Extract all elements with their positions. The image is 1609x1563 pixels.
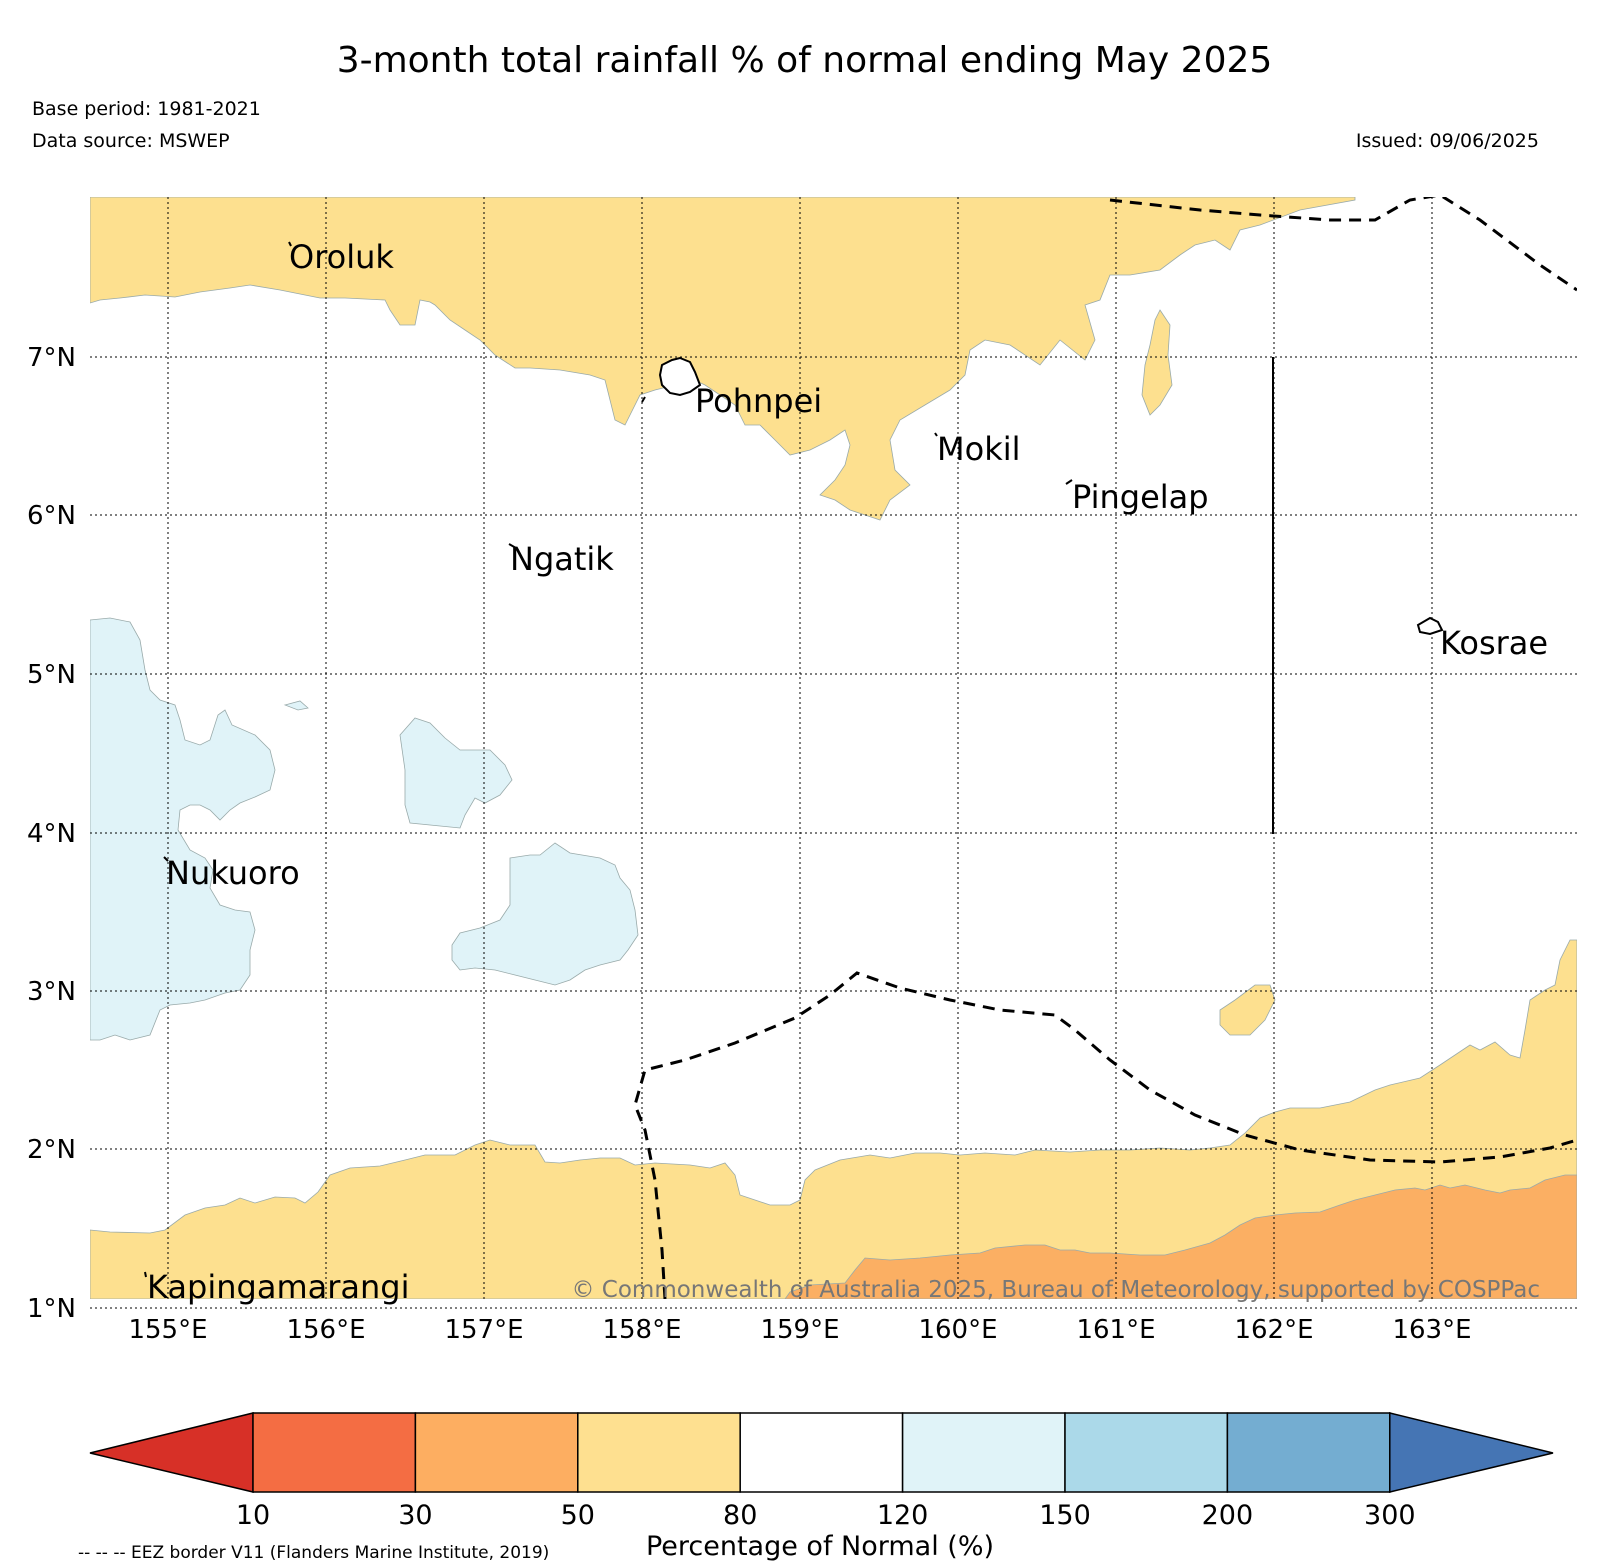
shade-south-30-50 [784,1174,1577,1299]
lat-tick-label: 1°N [27,1294,76,1324]
shade-patch-east [1141,309,1173,416]
colorbar-label: 150 [1039,1500,1091,1531]
shade-west-120-150 [90,617,276,1041]
lat-tick-label: 5°N [27,660,76,690]
lon-tick-label: 159°E [760,1315,839,1345]
shade-north-50-80 [90,197,1356,521]
copyright-text: © Commonwealth of Australia 2025, Bureau… [571,1277,1540,1303]
colorbar-segment [577,1412,741,1493]
place-label-pingelap: Pingelap [1072,478,1209,516]
lat-tick-label: 3°N [27,977,76,1007]
colorbar-label: 80 [723,1500,757,1531]
colorbar-segment [1226,1412,1391,1493]
lat-tick-label: 2°N [27,1135,76,1165]
colorbar-segment [1064,1412,1229,1493]
mokil-atoll [934,432,938,437]
colorbar-extend-low [89,1412,254,1493]
place-label-kapingamarangi: Kapingamarangi [147,1268,409,1306]
lat-tick-label: 4°N [27,819,76,849]
lon-tick-label: 155°E [128,1315,207,1345]
lon-tick-label: 160°E [918,1315,997,1345]
shade-tiny-blue [283,700,309,711]
base-period-text: Base period: 1981-2021 [32,98,261,120]
kosrae-island [1416,616,1444,636]
place-label-mokil: Mokil [937,430,1021,468]
shade-mid-west-120-150 [399,717,513,829]
eez-borders [633,197,1577,1299]
colorbar-label: 10 [236,1500,270,1531]
map-title: 3-month total rainfall % of normal endin… [336,40,1273,81]
colorbar-segment [901,1412,1066,1493]
eez-legend-note: -- -- -- EEZ border V11 (Flanders Marine… [78,1543,549,1563]
colorbar-label: 200 [1202,1500,1254,1531]
small-atoll-west-pohnpei [641,396,646,403]
lon-tick-label: 163°E [1392,1315,1471,1345]
lon-tick-label: 158°E [602,1315,681,1345]
pingelap-atoll [1065,479,1073,485]
colorbar-segment [252,1412,417,1493]
lat-tick-label: 7°N [27,343,76,373]
pohnpei-island [658,356,702,397]
kapingamarangi-atoll [144,1271,147,1278]
lon-tick-label: 161°E [1076,1315,1155,1345]
shade-center-120-150 [451,842,639,986]
place-label-pohnpei: Pohnpei [695,382,822,420]
colorbar-title: Percentage of Normal (%) [646,1531,994,1562]
nukuoro-atoll [163,856,169,862]
rainfall-shading [90,197,1577,1299]
place-label-kosrae: Kosrae [1440,624,1548,662]
lon-tick-label: 157°E [444,1315,523,1345]
oroluk-atoll [288,241,292,247]
colorbar-label: 30 [398,1500,432,1531]
colorbar-extend-high [1389,1412,1554,1493]
shade-south-50-80 [90,939,1577,1299]
shade-patch-south-east [1219,984,1276,1036]
colorbar: 10 30 50 80 120 150 200 300 Percentage o… [89,1412,1554,1562]
colorbar-segment [414,1412,579,1493]
lon-tick-label: 162°E [1234,1315,1313,1345]
place-label-ngatik: Ngatik [510,540,614,578]
colorbar-label: 120 [877,1500,929,1531]
lat-tick-label: 6°N [27,501,76,531]
colorbar-segment [739,1412,904,1493]
place-label-nukuoro: Nukuoro [166,854,300,892]
issued-date-text: Issued: 09/06/2025 [1355,130,1539,152]
data-source-text: Data source: MSWEP [32,130,230,152]
colorbar-label: 50 [561,1500,595,1531]
ngatik-atoll [508,543,517,549]
colorbar-label: 300 [1364,1500,1416,1531]
lon-tick-label: 156°E [286,1315,365,1345]
place-label-oroluk: Oroluk [289,238,394,276]
